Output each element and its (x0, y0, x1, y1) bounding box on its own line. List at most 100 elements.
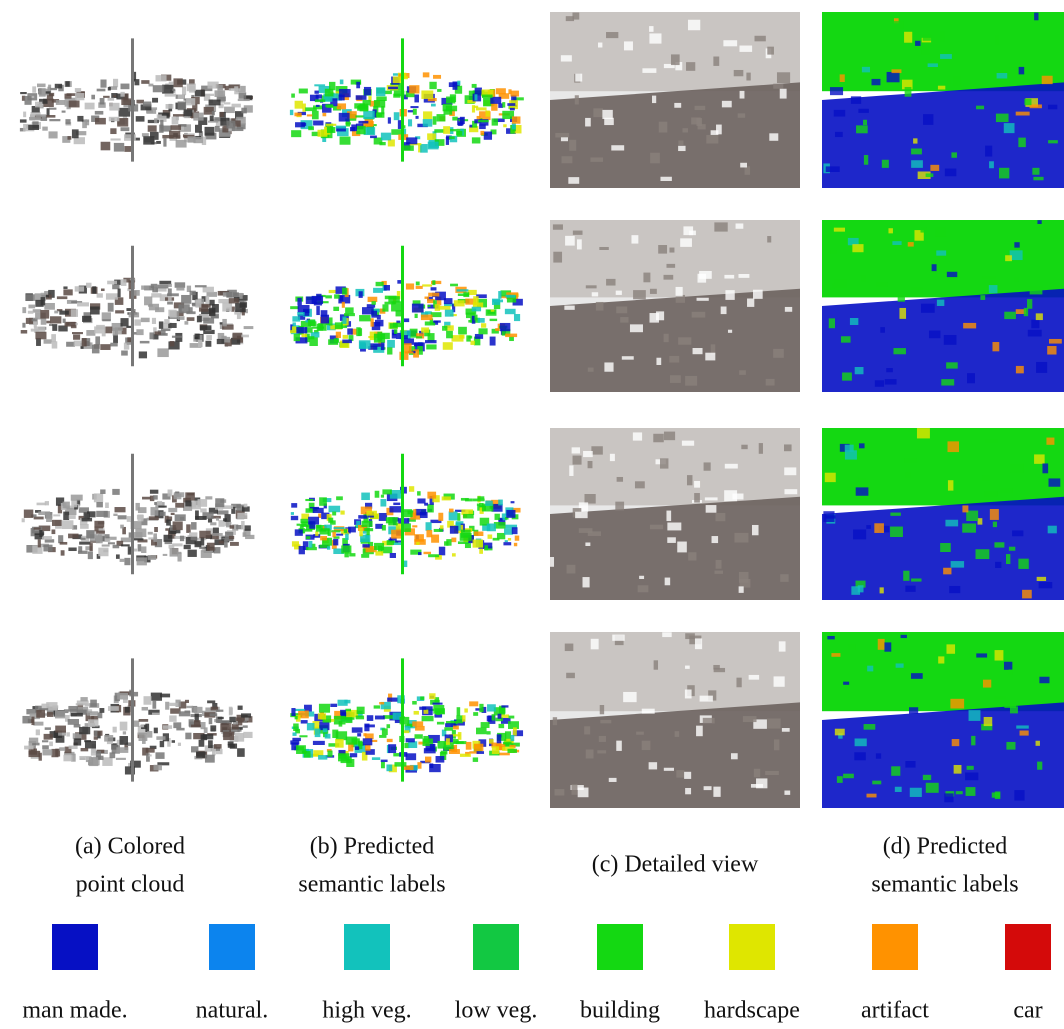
view-patch (877, 282, 888, 286)
view-patch (993, 522, 997, 528)
view-patch (697, 298, 709, 301)
point-patch (147, 731, 152, 738)
view-patch (577, 239, 582, 249)
point-patch (82, 338, 87, 346)
legend: man made.natural.high veg.low veg.buildi… (22, 924, 1051, 1024)
legend-label: car (1013, 998, 1042, 1024)
view-patch (736, 223, 744, 228)
point-patch (173, 78, 182, 87)
captions: (a) Coloredpoint cloud(b) Predictedseman… (75, 834, 1019, 898)
legend-label: artifact (861, 998, 929, 1024)
view-patch (990, 509, 999, 520)
point-patch (175, 503, 184, 508)
view-patch (1034, 454, 1045, 463)
point-patch (381, 333, 390, 339)
point-patch (329, 506, 341, 512)
point-patch (414, 734, 422, 739)
view-patch (678, 337, 691, 344)
view-patch (835, 729, 845, 736)
point-patch (474, 531, 483, 536)
legend-swatch (872, 924, 918, 970)
point-patch (243, 725, 248, 727)
view-patch (691, 117, 700, 124)
point-patch (312, 296, 323, 304)
view-patch (724, 275, 734, 279)
point-patch (507, 749, 516, 753)
point-patch (374, 543, 384, 550)
point-patch (154, 728, 158, 734)
view-patch (586, 285, 597, 288)
point-patch (209, 718, 213, 724)
point-patch (38, 511, 50, 515)
point-patch (189, 532, 197, 537)
point-patch (188, 550, 197, 557)
view-patch (905, 586, 915, 592)
point-patch (55, 84, 62, 89)
view-patch (848, 644, 856, 651)
view-patch (891, 766, 900, 776)
point-patch (217, 339, 225, 344)
view-patch (728, 330, 732, 333)
view-patch (1047, 346, 1056, 355)
point-patch (312, 111, 319, 120)
point-patch (476, 728, 487, 735)
view-patch (1004, 312, 1016, 319)
point-patch (376, 87, 385, 96)
point-patch (155, 331, 161, 334)
panel-image (822, 12, 1064, 188)
point-patch (47, 712, 53, 717)
point-patch (336, 731, 347, 740)
point-patch (412, 525, 417, 527)
point-patch (356, 82, 360, 88)
point-patch (104, 735, 113, 742)
point-patch (141, 318, 150, 322)
point-patch (226, 292, 232, 298)
point-patch (387, 347, 392, 354)
point-patch (359, 315, 371, 321)
point-patch (151, 284, 158, 288)
point-patch (292, 541, 299, 546)
legend-swatch (473, 924, 519, 970)
view-patch (687, 475, 692, 485)
point-patch (210, 713, 218, 716)
point-patch (187, 317, 195, 321)
point-patch (357, 106, 368, 111)
point-patch (113, 95, 116, 97)
point-patch (442, 496, 451, 500)
point-patch (432, 703, 442, 705)
view-patch (597, 750, 606, 753)
point-patch (134, 79, 139, 85)
view-top (822, 632, 1064, 711)
point-patch (154, 118, 157, 123)
point-patch (72, 332, 83, 334)
point-patch (509, 336, 514, 341)
point-patch (133, 538, 144, 540)
point-patch (22, 307, 26, 313)
view-patch (579, 528, 593, 533)
point-patch (216, 710, 223, 712)
point-patch (141, 546, 146, 553)
view-patch (1042, 76, 1053, 84)
point-patch (195, 516, 206, 520)
point-patch (292, 326, 296, 331)
caption-line: point cloud (76, 872, 185, 898)
view-patch (649, 26, 653, 32)
point-patch (513, 727, 517, 735)
view-patch (573, 456, 582, 465)
view-patch (571, 784, 577, 795)
view-patch (553, 252, 562, 263)
point-patch (316, 94, 322, 98)
view-patch (650, 153, 660, 164)
point-patch (28, 125, 39, 130)
point-patch (176, 287, 184, 290)
point-patch (139, 351, 147, 358)
view-patch (602, 110, 612, 119)
point-patch (427, 492, 436, 499)
point-patch (101, 142, 111, 151)
view-patch (997, 73, 1008, 78)
view-patch (685, 788, 691, 794)
caption-line: semantic labels (871, 872, 1018, 898)
point-patch (361, 493, 370, 500)
point-patch (108, 303, 114, 312)
point-patch (426, 344, 436, 349)
